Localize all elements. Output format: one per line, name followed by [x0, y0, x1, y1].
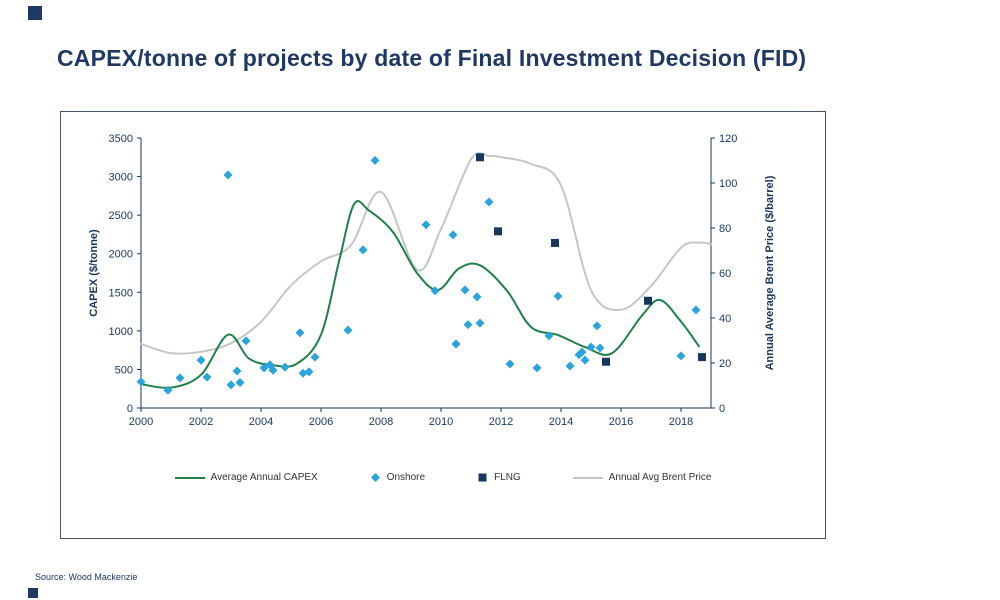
onshore-point	[553, 291, 563, 301]
annual-avg-brent-price-line	[140, 152, 712, 355]
onshore-point	[475, 318, 485, 328]
onshore-point	[448, 230, 458, 240]
svg-text:2008: 2008	[369, 416, 393, 428]
onshore-point	[370, 155, 380, 165]
svg-text:0: 0	[127, 403, 133, 415]
svg-text:2006: 2006	[309, 416, 333, 428]
onshore-point	[343, 325, 353, 335]
legend-item-onshore: Onshore	[370, 472, 425, 483]
flng-point	[551, 238, 559, 247]
onshore-point	[163, 385, 173, 395]
onshore-point	[223, 170, 233, 180]
average-annual-capex-line	[140, 200, 700, 389]
onshore-point	[280, 362, 290, 372]
onshore-point	[421, 220, 431, 230]
flng-point	[602, 357, 610, 366]
flng-point	[644, 296, 652, 305]
svg-text:2500: 2500	[109, 210, 133, 222]
svg-text:2000: 2000	[129, 416, 153, 428]
flng-point	[494, 227, 502, 236]
onshore-point	[358, 245, 368, 255]
page-title: CAPEX/tonne of projects by date of Final…	[57, 45, 807, 72]
svg-text:40: 40	[719, 313, 731, 325]
svg-text:1000: 1000	[109, 326, 133, 338]
svg-text:2016: 2016	[609, 416, 633, 428]
legend-item-average-annual-capex: Average Annual CAPEX	[174, 472, 318, 483]
svg-text:2012: 2012	[489, 416, 513, 428]
svg-text:3500: 3500	[109, 133, 133, 145]
svg-text:60: 60	[719, 268, 731, 280]
svg-text:2014: 2014	[549, 416, 573, 428]
onshore-point	[241, 336, 251, 346]
onshore-point	[472, 292, 482, 302]
capex-chart: 0 500 1000 1500 2000 2500 3000 3500 0 20 40 60 80 100…	[88, 133, 776, 428]
legend-label-brent-price: Annual Avg Brent Price	[608, 472, 712, 483]
brent-line-swatch	[572, 476, 603, 479]
onshore-point	[268, 365, 278, 375]
onshore-point	[580, 355, 590, 365]
onshore-point	[532, 363, 542, 373]
slide-footer-mark	[28, 588, 38, 598]
source-note: Source: Wood Mackenzie	[35, 572, 138, 582]
svg-text:80: 80	[719, 223, 731, 235]
onshore-point	[676, 351, 686, 361]
legend-label-flng: FLNG	[494, 472, 521, 483]
onshore-point	[136, 377, 146, 387]
onshore-point	[196, 355, 206, 365]
svg-text:100: 100	[719, 178, 737, 190]
onshore-point	[505, 359, 515, 369]
svg-text:3000: 3000	[109, 172, 133, 184]
y-right-axis-title: Annual Average Brent Price ($/barrel)	[764, 175, 776, 370]
onshore-diamond-swatch	[370, 473, 380, 482]
x-tick-labels: 2000 2002 2004 2006 2008 2010 2012 2014 2016 2018	[129, 408, 693, 428]
onshore-point	[310, 352, 320, 362]
onshore-point	[430, 286, 440, 296]
svg-text:2002: 2002	[189, 416, 213, 428]
svg-text:0: 0	[719, 403, 725, 415]
onshore-point	[586, 342, 596, 352]
chart-panel: 0 500 1000 1500 2000 2500 3000 3500 0 20 40 60 80 100…	[60, 111, 826, 539]
onshore-point	[175, 373, 185, 383]
onshore-point	[565, 361, 575, 371]
flng-point	[476, 153, 484, 162]
onshore-point	[235, 378, 245, 388]
flng-points	[476, 153, 706, 366]
onshore-point	[304, 367, 314, 377]
avg-capex-line-swatch	[174, 476, 205, 479]
onshore-point	[259, 363, 269, 373]
legend-item-brent-price: Annual Avg Brent Price	[572, 472, 712, 483]
chart-legend: Average Annual CAPEX Onshore FLNG Annual…	[61, 472, 825, 483]
onshore-points	[136, 155, 701, 395]
onshore-point	[451, 339, 461, 349]
onshore-point	[484, 197, 494, 207]
svg-text:2004: 2004	[249, 416, 273, 428]
legend-label-average-annual-capex: Average Annual CAPEX	[210, 472, 318, 483]
svg-text:500: 500	[115, 364, 133, 376]
svg-text:1500: 1500	[109, 287, 133, 299]
legend-item-flng: FLNG	[477, 472, 521, 483]
slide-corner-mark	[28, 6, 42, 20]
svg-text:2010: 2010	[429, 416, 453, 428]
onshore-point	[691, 305, 701, 315]
onshore-point	[202, 372, 212, 382]
y-left-tick-labels: 0 500 1000 1500 2000 2500 3000 3500	[109, 133, 141, 415]
y-left-axis-title: CAPEX ($/tonne)	[88, 229, 100, 317]
onshore-point	[226, 380, 236, 390]
onshore-point	[295, 328, 305, 338]
flng-square-swatch	[478, 473, 487, 482]
onshore-point	[544, 331, 554, 341]
flng-point	[698, 353, 706, 362]
onshore-point	[595, 343, 605, 353]
svg-text:2018: 2018	[669, 416, 693, 428]
onshore-point	[463, 320, 473, 330]
svg-text:20: 20	[719, 358, 731, 370]
onshore-point	[592, 321, 602, 331]
onshore-point	[577, 347, 587, 357]
svg-text:120: 120	[719, 133, 737, 145]
legend-label-onshore: Onshore	[386, 472, 426, 483]
onshore-point	[460, 285, 470, 295]
y-right-tick-labels: 0 20 40 60 80 100 120	[711, 133, 737, 415]
onshore-point	[232, 366, 242, 376]
svg-text:2000: 2000	[109, 249, 133, 261]
